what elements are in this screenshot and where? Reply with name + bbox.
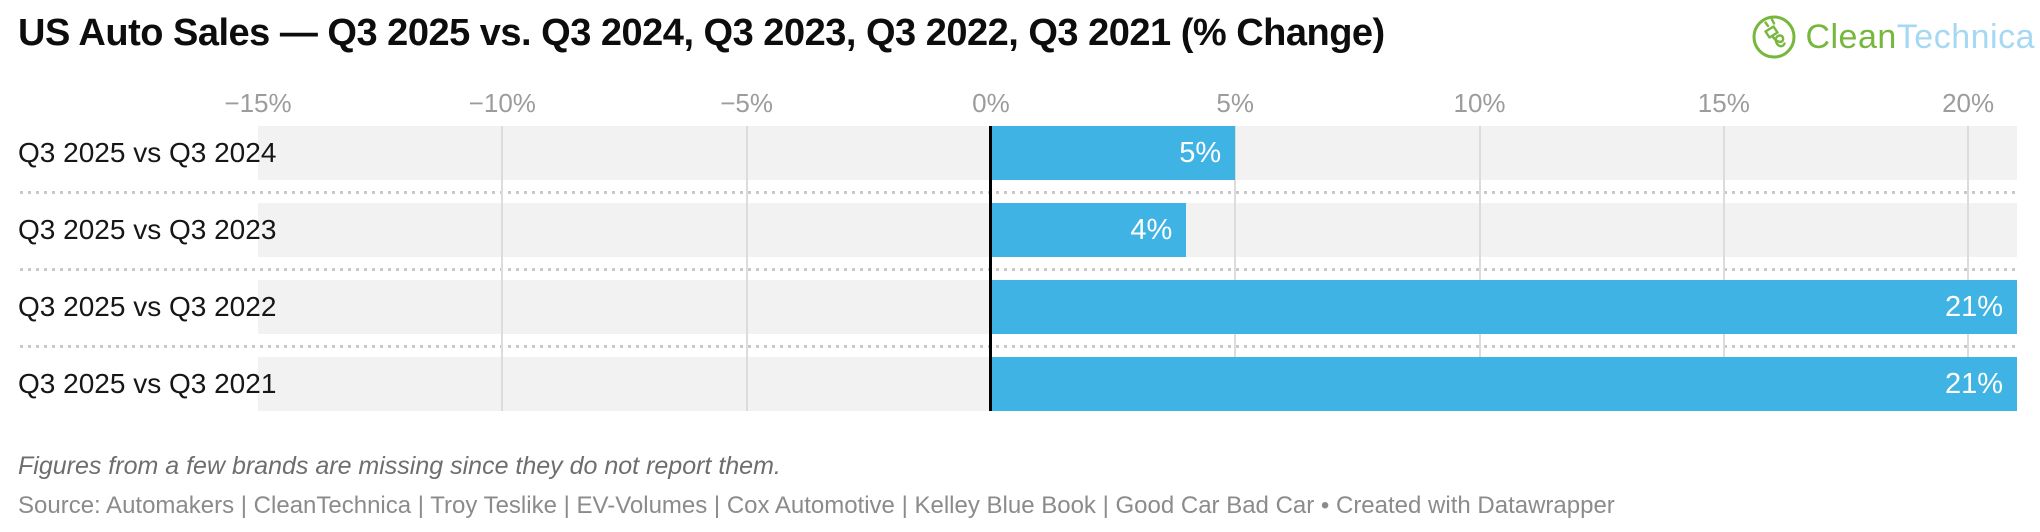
row-label: Q3 2025 vs Q3 2023 <box>18 214 277 245</box>
row-label: Q3 2025 vs Q3 2024 <box>18 137 277 168</box>
logo-text-technica: Technica <box>1896 17 2035 56</box>
logo-text-clean: Clean <box>1805 17 1897 56</box>
chart-title: US Auto Sales — Q3 2025 vs. Q3 2024, Q3 … <box>18 12 1385 54</box>
bar: 21% <box>990 280 2017 334</box>
x-tick-label: −5% <box>720 88 773 118</box>
x-tick-label: 5% <box>1216 88 1255 118</box>
gridline <box>501 126 504 411</box>
bar: 5% <box>990 126 1236 180</box>
source-line: Source: Automakers | CleanTechnica | Tro… <box>18 492 1615 519</box>
x-tick-label: 10% <box>1453 88 1506 118</box>
row-labels: Q3 2025 vs Q3 2024 Q3 2025 vs Q3 2023 Q3 2… <box>18 126 276 411</box>
bar: 21% <box>990 357 2017 411</box>
cleantechnica-leaf-plug-icon <box>1752 15 1796 59</box>
x-tick-label: 20% <box>1942 88 1995 118</box>
gridline <box>745 126 748 411</box>
x-tick-label: 0% <box>972 88 1010 118</box>
x-tick-label: 15% <box>1697 88 1750 118</box>
cleantechnica-logo[interactable]: CleanTechnica <box>1751 14 2035 60</box>
zero-baseline <box>989 126 993 411</box>
bar: 4% <box>990 203 1187 257</box>
x-tick-label: −10% <box>468 88 536 118</box>
row-label: Q3 2025 vs Q3 2021 <box>18 368 277 399</box>
bar-value-label: 5% <box>1179 136 1222 169</box>
logo-wordmark: CleanTechnica <box>1805 18 2035 57</box>
footnote: Figures from a few brands are missing si… <box>18 452 781 480</box>
row-label: Q3 2025 vs Q3 2022 <box>18 291 277 322</box>
x-axis: −15% −10% −5% 0% 5% 10% 15% 20% <box>224 88 2017 118</box>
bar-value-label: 21% <box>1944 290 2003 323</box>
bar-value-label: 21% <box>1944 367 2003 400</box>
x-tick-label: −15% <box>224 88 292 118</box>
bar-value-label: 4% <box>1130 213 1173 246</box>
plot-area: 5% 4% 21% 21% <box>258 126 2017 411</box>
